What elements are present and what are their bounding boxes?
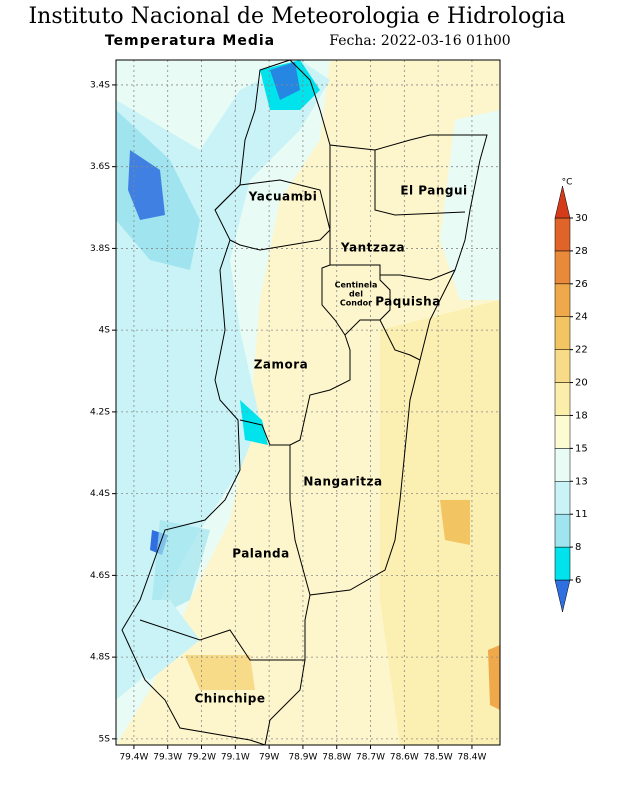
colorbar-segment bbox=[554, 546, 571, 581]
title: Instituto Nacional de Meteorologia e Hid… bbox=[28, 4, 565, 29]
colorbar-label: 6 bbox=[575, 575, 581, 586]
region-label: El Pangui bbox=[400, 184, 467, 198]
colorbar-segment bbox=[554, 283, 571, 317]
colorbar-segment bbox=[554, 513, 571, 548]
colorbar-segment bbox=[554, 250, 571, 285]
colorbar-triangle bbox=[554, 185, 571, 219]
colorbar-label: 26 bbox=[575, 279, 588, 290]
region-label: Zamora bbox=[254, 358, 309, 372]
x-tick-label: 78.4W bbox=[457, 753, 486, 763]
colorbar-label: 18 bbox=[575, 410, 588, 421]
y-tick-label: 5S bbox=[99, 734, 111, 744]
region-label: Chinchipe bbox=[194, 692, 265, 706]
region-label: del bbox=[349, 290, 363, 299]
grid bbox=[116, 60, 500, 745]
region-label: Condor bbox=[340, 299, 372, 308]
colorbar-label: 24 bbox=[575, 312, 588, 323]
region-label: Yacuambi bbox=[248, 190, 318, 204]
colorbar-segment bbox=[554, 481, 571, 515]
colorbar-label: 30 bbox=[575, 213, 588, 224]
x-tick-label: 79.3W bbox=[153, 753, 182, 763]
x-tick-label: 79.2W bbox=[187, 753, 216, 763]
date: Fecha: 2022-03-16 01h00 bbox=[329, 33, 510, 49]
y-tick-label: 3.4S bbox=[90, 80, 110, 90]
colorbar-segment bbox=[554, 382, 571, 416]
x-tick-label: 78.7W bbox=[356, 753, 385, 763]
y-tick-label: 4.8S bbox=[90, 653, 110, 663]
colorbar-segment bbox=[554, 316, 571, 350]
x-tick-label: 78.6W bbox=[390, 753, 419, 763]
region-label: Centinela bbox=[335, 281, 378, 290]
colorbar-segment bbox=[554, 448, 571, 482]
y-tick-label: 4.4S bbox=[90, 489, 110, 499]
y-tick-label: 4.2S bbox=[90, 407, 110, 417]
y-tick-label: 3.8S bbox=[90, 244, 110, 254]
colorbar-label: 22 bbox=[575, 345, 588, 356]
colorbar-label: 15 bbox=[575, 443, 588, 454]
colorbar-unit: °C bbox=[562, 178, 573, 188]
x-tick-label: 79.1W bbox=[221, 753, 250, 763]
colorbar-label: 8 bbox=[575, 542, 581, 553]
subtitle: Temperatura Media bbox=[105, 33, 275, 49]
x-tick-label: 78.5W bbox=[424, 753, 453, 763]
region-label: Paquisha bbox=[375, 295, 441, 309]
x-tick-label: 78.9W bbox=[288, 753, 317, 763]
colorbar-label: 11 bbox=[575, 509, 588, 520]
temperature-field bbox=[116, 60, 500, 745]
x-tick-label: 79W bbox=[259, 753, 279, 763]
y-tick-label: 3.6S bbox=[90, 162, 110, 172]
colorbar: 6 8 11 13 15 18 20 22 24 26 28 30 °C bbox=[554, 178, 588, 613]
colorbar-triangle bbox=[554, 579, 571, 613]
x-tick-label: 79.4W bbox=[119, 753, 148, 763]
map-frame bbox=[115, 59, 501, 746]
colorbar-segment bbox=[554, 349, 571, 383]
region-label: Nangaritza bbox=[303, 475, 382, 489]
colorbar-label: 13 bbox=[575, 476, 588, 487]
colorbar-segment bbox=[554, 217, 571, 252]
colorbar-label: 28 bbox=[575, 246, 588, 257]
x-tick-label: 78.8W bbox=[322, 753, 351, 763]
colorbar-segment bbox=[554, 415, 571, 449]
colorbar-label: 20 bbox=[575, 378, 588, 389]
y-tick-label: 4S bbox=[99, 326, 111, 336]
y-tick-label: 4.6S bbox=[90, 571, 110, 581]
boundaries bbox=[121, 59, 488, 746]
region-label: Palanda bbox=[232, 547, 290, 561]
region-label: Yantzaza bbox=[340, 241, 405, 255]
